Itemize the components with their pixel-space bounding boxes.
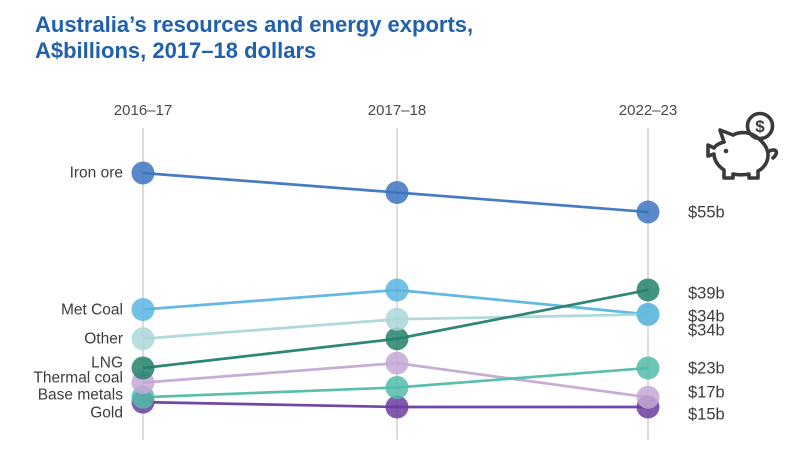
data-point-iron-ore-1 (385, 181, 409, 204)
series-name-label-thermal-coal: Thermal coal (33, 370, 123, 387)
value-label-lng: $39b (688, 285, 725, 303)
pig-body (706, 130, 770, 180)
piggy-bank-icon: $ (706, 111, 779, 180)
value-label-gold: $15b (688, 406, 725, 424)
value-label-thermal-coal: $17b (688, 384, 725, 402)
title-line-1: Australia’s resources and energy exports… (35, 12, 474, 37)
value-label-base-metals: $23b (688, 360, 725, 378)
title-line-2: A$billions, 2017–18 dollars (35, 38, 317, 63)
page-title: Australia’s resources and energy exports… (35, 12, 473, 64)
series-name-label-lng: LNG (91, 355, 123, 372)
column-header-1: 2017–18 (368, 102, 426, 119)
pig-eye (723, 148, 729, 154)
data-point-iron-ore-0 (131, 161, 155, 185)
value-label-other: $34b (688, 322, 725, 340)
value-label-met-coal: $34b (688, 308, 725, 326)
value-label-iron-ore: $55b (688, 204, 725, 222)
data-point-met-coal-0 (131, 298, 155, 321)
column-header-0: 2016–17 (114, 102, 172, 119)
data-point-gold-1 (385, 395, 409, 419)
data-point-met-coal-2 (636, 302, 660, 326)
data-point-lng-2 (636, 278, 660, 302)
series-name-label-iron-ore: Iron ore (70, 165, 123, 182)
coin-dollar-sign: $ (755, 117, 765, 136)
series-name-label-base-metals: Base metals (38, 387, 124, 404)
data-point-thermal-coal-1 (385, 351, 409, 375)
pig-ear (718, 128, 735, 144)
data-point-met-coal-1 (385, 278, 409, 302)
data-point-other-0 (131, 327, 155, 351)
data-point-lng-1 (385, 327, 409, 351)
pig-tail (766, 148, 779, 160)
series-name-label-met-coal: Met Coal (61, 302, 123, 319)
data-point-thermal-coal-2 (636, 385, 660, 409)
series-name-label-other: Other (84, 331, 123, 348)
data-point-iron-ore-2 (636, 200, 660, 224)
column-header-2: 2022–23 (619, 102, 677, 119)
data-point-lng-0 (131, 356, 155, 380)
data-point-base-metals-2 (636, 356, 660, 380)
data-point-other-1 (385, 307, 409, 331)
series-name-label-gold: Gold (90, 405, 123, 422)
data-point-base-metals-1 (385, 376, 409, 399)
